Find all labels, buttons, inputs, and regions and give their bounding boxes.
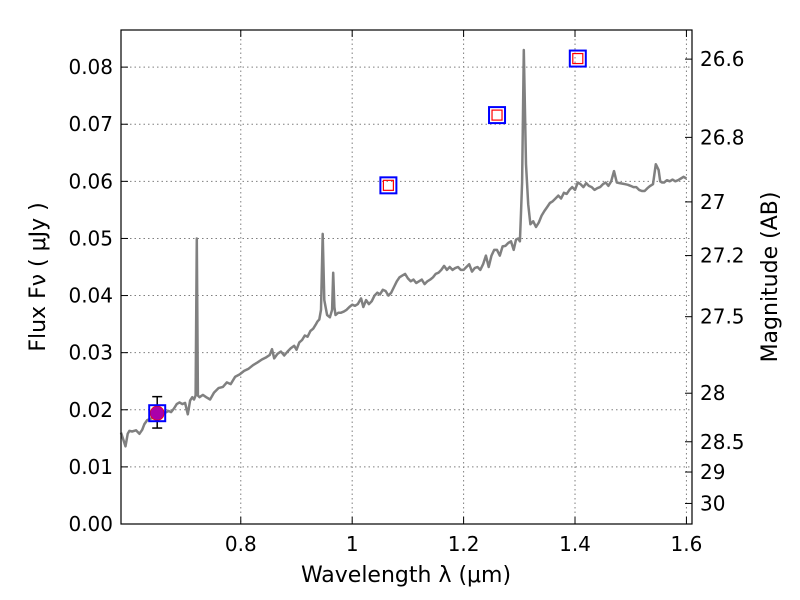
spectrum-line — [119, 48, 688, 448]
y-tick-label: 0.07 — [68, 112, 113, 136]
right-tick-label: 26.8 — [700, 125, 745, 149]
filter-box — [568, 49, 587, 68]
right-tick-label: 28 — [700, 381, 725, 405]
right-tick-label: 27.5 — [700, 305, 745, 329]
x-tick-label: 1.6 — [671, 532, 703, 556]
photometry-points — [148, 49, 587, 429]
y-tick-label: 0.03 — [68, 341, 113, 365]
right-tick-label: 26.6 — [700, 47, 745, 71]
y-tick-label: 0.06 — [68, 169, 113, 193]
x-axis-label: Wavelength λ (μm) — [301, 563, 511, 588]
x-tick-label: 1.4 — [559, 532, 591, 556]
right-tick-label: 27.2 — [700, 244, 745, 268]
filter-box — [379, 176, 398, 195]
model-inner-square — [572, 52, 584, 65]
y-tick-label: 0.04 — [68, 284, 113, 308]
y-tick-label: 0.01 — [68, 455, 113, 479]
right-tick-label: 28.5 — [700, 430, 745, 454]
x-tick-label: 1 — [346, 532, 359, 556]
y-axis-label: Flux Fν ( μJy ) — [26, 202, 51, 351]
filter-box — [148, 404, 167, 423]
axis-ticks: 0.8 1 1.2 1.4 1.6 0.00 0.01 0.02 0.03 0.04 0.05 0.0… — [68, 30, 745, 556]
model-photometry-point — [379, 176, 398, 195]
x-tick-label: 0.8 — [225, 532, 257, 556]
right-tick-label: 29 — [700, 460, 725, 484]
right-axis-label: Magnitude (AB) — [758, 192, 783, 363]
x-tick-label: 1.2 — [448, 532, 480, 556]
right-tick-label: 30 — [700, 491, 725, 515]
y-tick-label: 0.08 — [68, 55, 113, 79]
filter-box — [488, 106, 507, 125]
right-tick-label: 27 — [700, 190, 725, 214]
model-inner-square — [382, 179, 394, 191]
model-inner-square — [491, 109, 503, 121]
grid — [121, 30, 692, 524]
model-photometry-point — [568, 49, 587, 68]
observed-photometry-point — [148, 395, 167, 429]
observed-marker — [149, 405, 165, 421]
y-tick-label: 0.05 — [68, 226, 113, 250]
plot-frame — [120, 29, 693, 525]
model-photometry-point — [488, 106, 507, 125]
y-tick-label: 0.00 — [68, 512, 113, 536]
y-tick-label: 0.02 — [68, 398, 113, 422]
